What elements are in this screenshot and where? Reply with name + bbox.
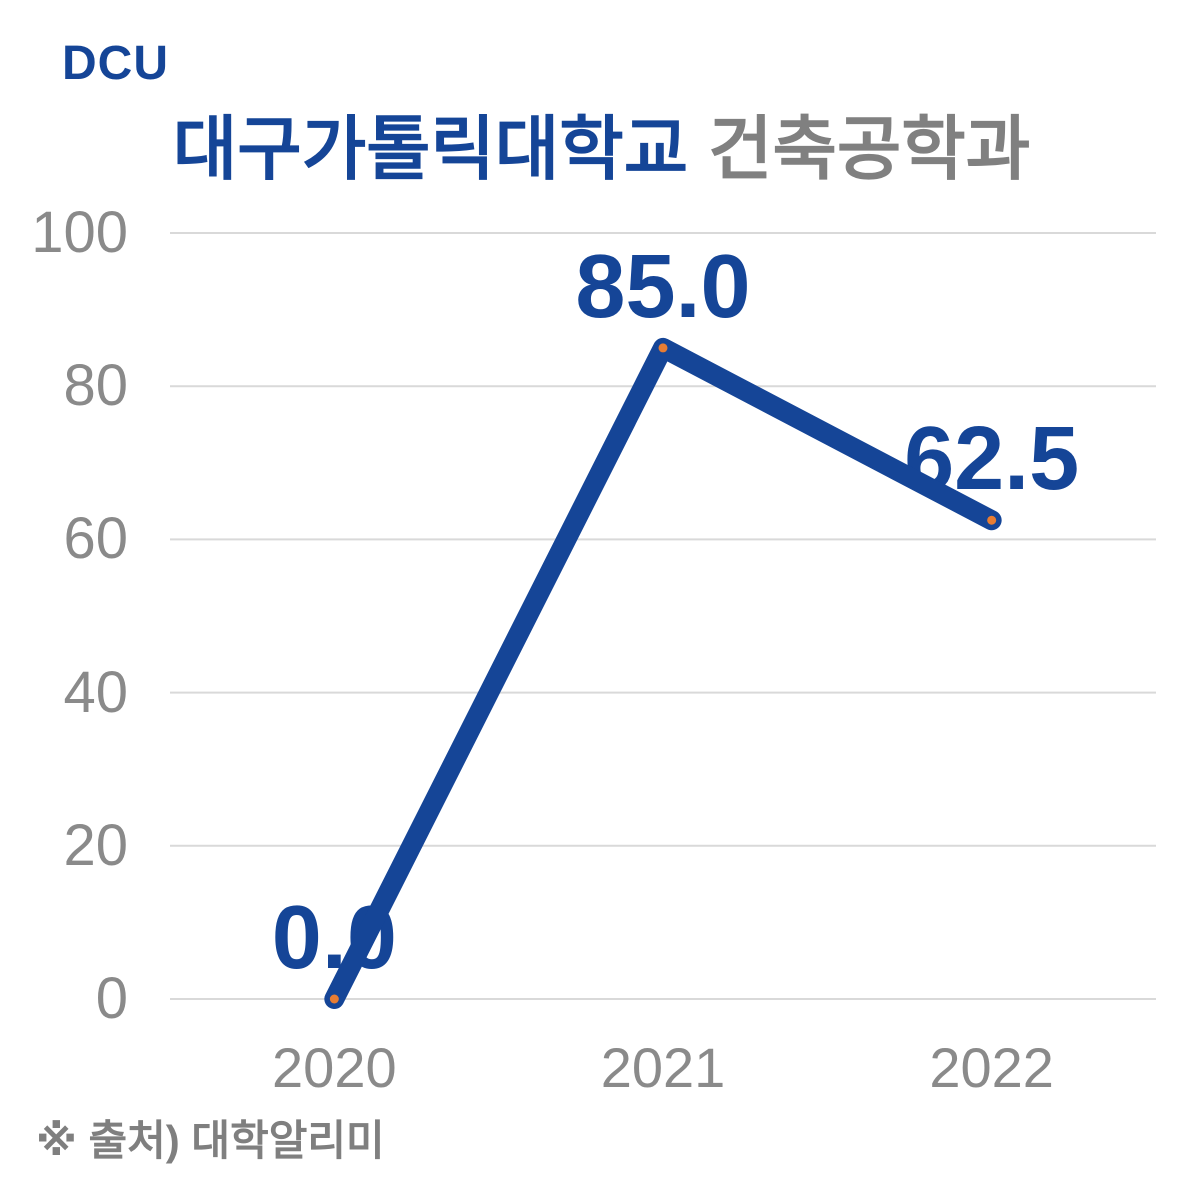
- y-tick-label-80: 80: [63, 353, 128, 419]
- gridlines: [170, 232, 1156, 1000]
- chart-title: 대구가톨릭대학교 건축공학과: [0, 104, 1203, 194]
- source-note: ※ 출처) 대학알리미: [36, 1117, 385, 1164]
- y-tick-label-0: 0: [95, 966, 128, 1031]
- chart-title-university: 대구가톨릭대학교: [172, 110, 689, 188]
- x-tick-label-2021: 2021: [600, 1036, 726, 1099]
- y-tick-label-100: 100: [31, 200, 128, 265]
- dcu-logo: DCU: [62, 37, 169, 90]
- data-label-2020: 0.0: [271, 888, 397, 988]
- data-label-2022: 62.5: [904, 409, 1080, 510]
- chart-title-department: 건축공학과: [708, 110, 1031, 188]
- data-point-marker-2021: [658, 343, 668, 353]
- y-tick-label-20: 20: [63, 812, 128, 878]
- data-point-marker-2022: [987, 515, 997, 525]
- y-tick-label-60: 60: [63, 506, 128, 572]
- x-tick-label-2020: 2020: [272, 1036, 397, 1099]
- data-point-marker-2020: [329, 994, 339, 1004]
- data-label-2021: 85.0: [575, 236, 751, 337]
- y-tick-label-40: 40: [63, 659, 128, 725]
- x-tick-label-2022: 2022: [929, 1036, 1054, 1099]
